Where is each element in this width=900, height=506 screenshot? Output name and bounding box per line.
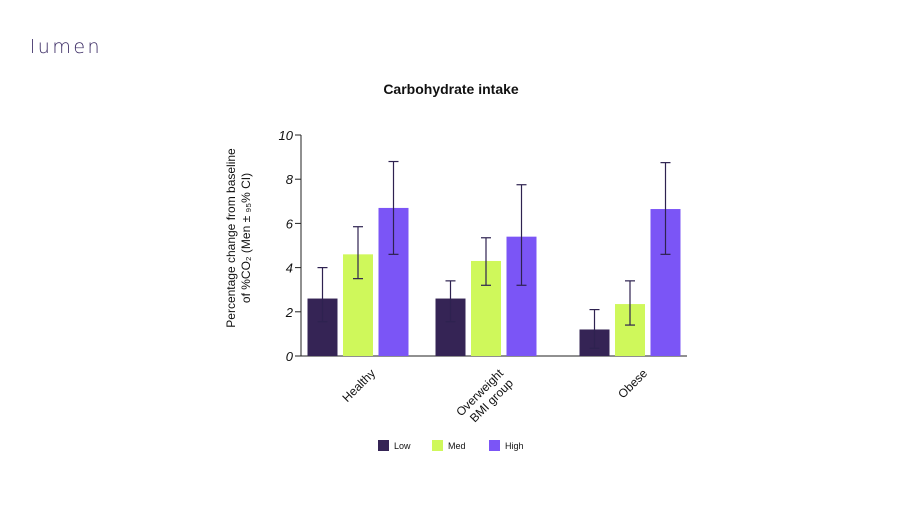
legend-label-low: Low — [394, 441, 411, 451]
x-category-label-line: Obese — [615, 366, 650, 401]
x-category-label: Healthy — [339, 366, 378, 405]
legend-swatch-med — [432, 440, 443, 451]
x-category-label: Obese — [615, 366, 650, 401]
y-tick-label: 0 — [286, 349, 294, 364]
legend-label-high: High — [505, 441, 524, 451]
legend-swatch-high — [489, 440, 500, 451]
x-category-label-line: Healthy — [339, 366, 378, 405]
legend-swatch-low — [378, 440, 389, 451]
chart-legend: Low Med High — [378, 440, 524, 451]
y-tick-label: 6 — [286, 216, 294, 231]
chart-title: Carbohydrate intake — [383, 81, 519, 97]
y-axis-label: Percentage change from baseline of %CO₂ … — [224, 148, 253, 328]
y-tick-label: 2 — [285, 305, 294, 320]
legend-label-med: Med — [448, 441, 466, 451]
y-tick-label: 4 — [286, 261, 293, 276]
y-axis-label-line2: of %CO₂ (Men ± ₉₅% CI) — [239, 173, 253, 303]
brand-logo: lumen — [30, 36, 103, 58]
y-tick-label: 8 — [286, 172, 294, 187]
y-tick-label: 10 — [279, 128, 294, 143]
y-axis-label-line1: Percentage change from baseline — [224, 148, 238, 328]
